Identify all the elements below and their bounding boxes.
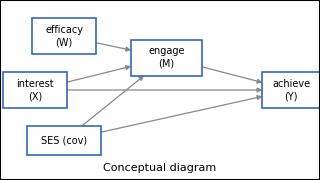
Text: Conceptual diagram: Conceptual diagram: [103, 163, 217, 173]
FancyBboxPatch shape: [262, 72, 320, 108]
Text: SES (cov): SES (cov): [41, 135, 87, 145]
FancyBboxPatch shape: [27, 126, 101, 155]
Text: efficacy
(W): efficacy (W): [45, 25, 83, 47]
FancyBboxPatch shape: [32, 18, 96, 54]
Text: interest
(X): interest (X): [16, 79, 54, 101]
Text: achieve
(Y): achieve (Y): [272, 79, 310, 101]
FancyBboxPatch shape: [3, 72, 67, 108]
FancyBboxPatch shape: [131, 40, 202, 76]
Text: engage
(M): engage (M): [148, 46, 185, 69]
